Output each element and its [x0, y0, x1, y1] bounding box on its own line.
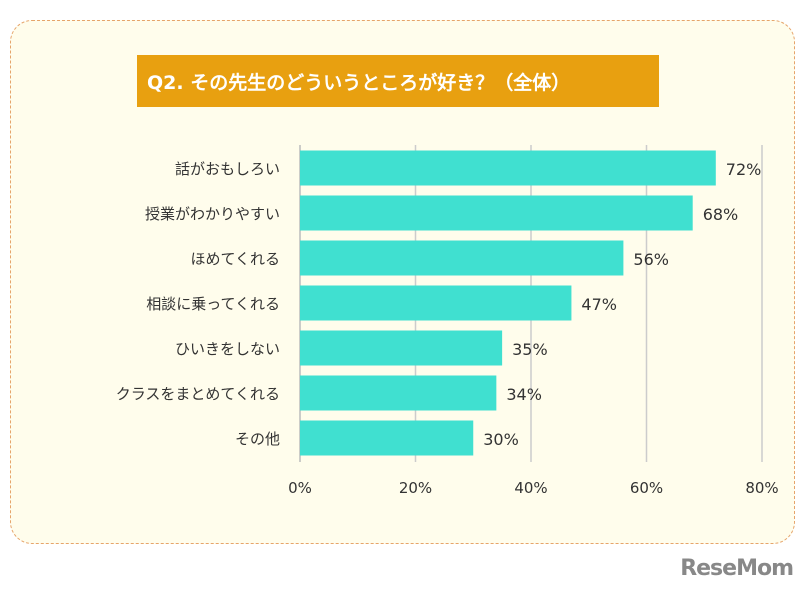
data-label: 72%: [726, 160, 762, 179]
bar: [300, 195, 693, 231]
category-label: その他: [235, 430, 280, 448]
data-label: 30%: [483, 430, 519, 449]
bar: [300, 150, 716, 186]
bar: [300, 285, 572, 321]
data-label: 35%: [512, 340, 548, 359]
resemom-logo: ReseMom: [680, 556, 794, 581]
category-label: ひいきをしない: [175, 340, 280, 358]
data-label: 47%: [581, 295, 617, 314]
data-label: 68%: [703, 205, 739, 224]
category-label: 授業がわかりやすい: [145, 205, 280, 223]
chart-title: Q2. その先生のどういうところが好き？（全体）: [137, 55, 659, 107]
bar: [300, 330, 503, 366]
x-tick-label: 20%: [399, 479, 432, 497]
x-tick-label: 0%: [288, 479, 312, 497]
category-label: 相談に乗ってくれる: [146, 295, 280, 313]
category-label: ほめてくれる: [190, 250, 280, 268]
x-tick-label: 60%: [630, 479, 663, 497]
bar: [300, 375, 497, 411]
data-label: 34%: [506, 385, 542, 404]
chart-panel: [10, 20, 795, 544]
x-tick-label: 40%: [514, 479, 547, 497]
category-label: 話がおもしろい: [175, 160, 280, 178]
data-label: 56%: [633, 250, 669, 269]
x-tick-label: 80%: [745, 479, 778, 497]
bar: [300, 420, 474, 456]
category-label: クラスをまとめてくれる: [116, 385, 280, 403]
bar: [300, 240, 624, 276]
